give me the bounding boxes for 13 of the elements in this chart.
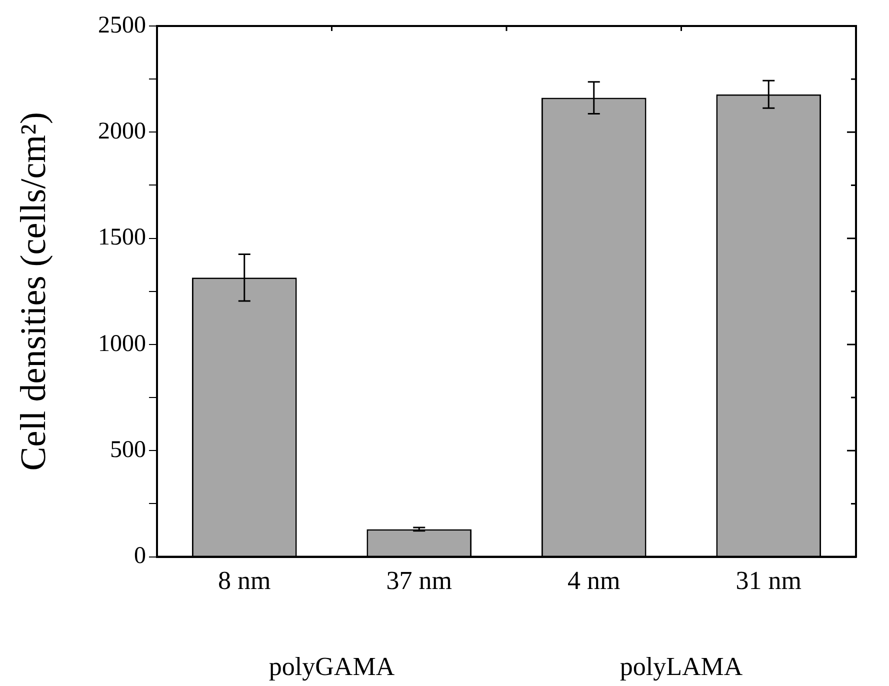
y-tick-label: 1000 [98, 330, 146, 357]
y-tick-label: 0 [134, 543, 146, 570]
y-tick-label: 2000 [98, 118, 146, 144]
x-tick-label: 4 nm [568, 566, 620, 596]
y-axis-title: Cell densities (cells/cm²) [13, 112, 54, 471]
y-tick-label: 1500 [98, 224, 146, 251]
x-tick-label: 8 nm [218, 566, 271, 596]
y-tick-label: 500 [110, 436, 146, 463]
x-tick-label: 37 nm [386, 566, 452, 596]
text: polyLAMA [620, 652, 743, 681]
x-tick-label: 31 nm [736, 566, 802, 596]
text: polyGAMA [268, 652, 395, 681]
y-tick-label: 2500 [98, 12, 146, 38]
